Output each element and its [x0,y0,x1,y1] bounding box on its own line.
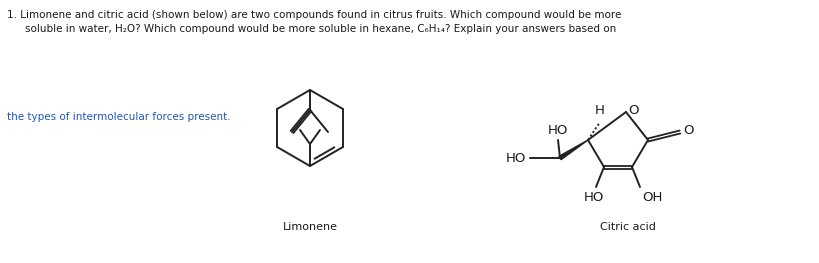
Polygon shape [559,140,587,160]
Text: H: H [595,104,604,117]
Text: O: O [627,104,638,117]
Text: HO: HO [505,151,525,164]
Text: Limonene: Limonene [283,222,337,232]
Text: the types of intermolecular forces present.: the types of intermolecular forces prese… [7,112,230,122]
Text: HO: HO [583,191,604,204]
Text: OH: OH [641,191,662,204]
Text: O: O [682,124,693,138]
Text: 1. Limonene and citric acid (shown below) are two compounds found in citrus frui: 1. Limonene and citric acid (shown below… [7,10,621,20]
Text: Citric acid: Citric acid [600,222,655,232]
Text: HO: HO [547,124,568,137]
Text: soluble in water, H₂O? Which compound would be more soluble in hexane, C₆H₁₄? Ex: soluble in water, H₂O? Which compound wo… [25,24,616,34]
